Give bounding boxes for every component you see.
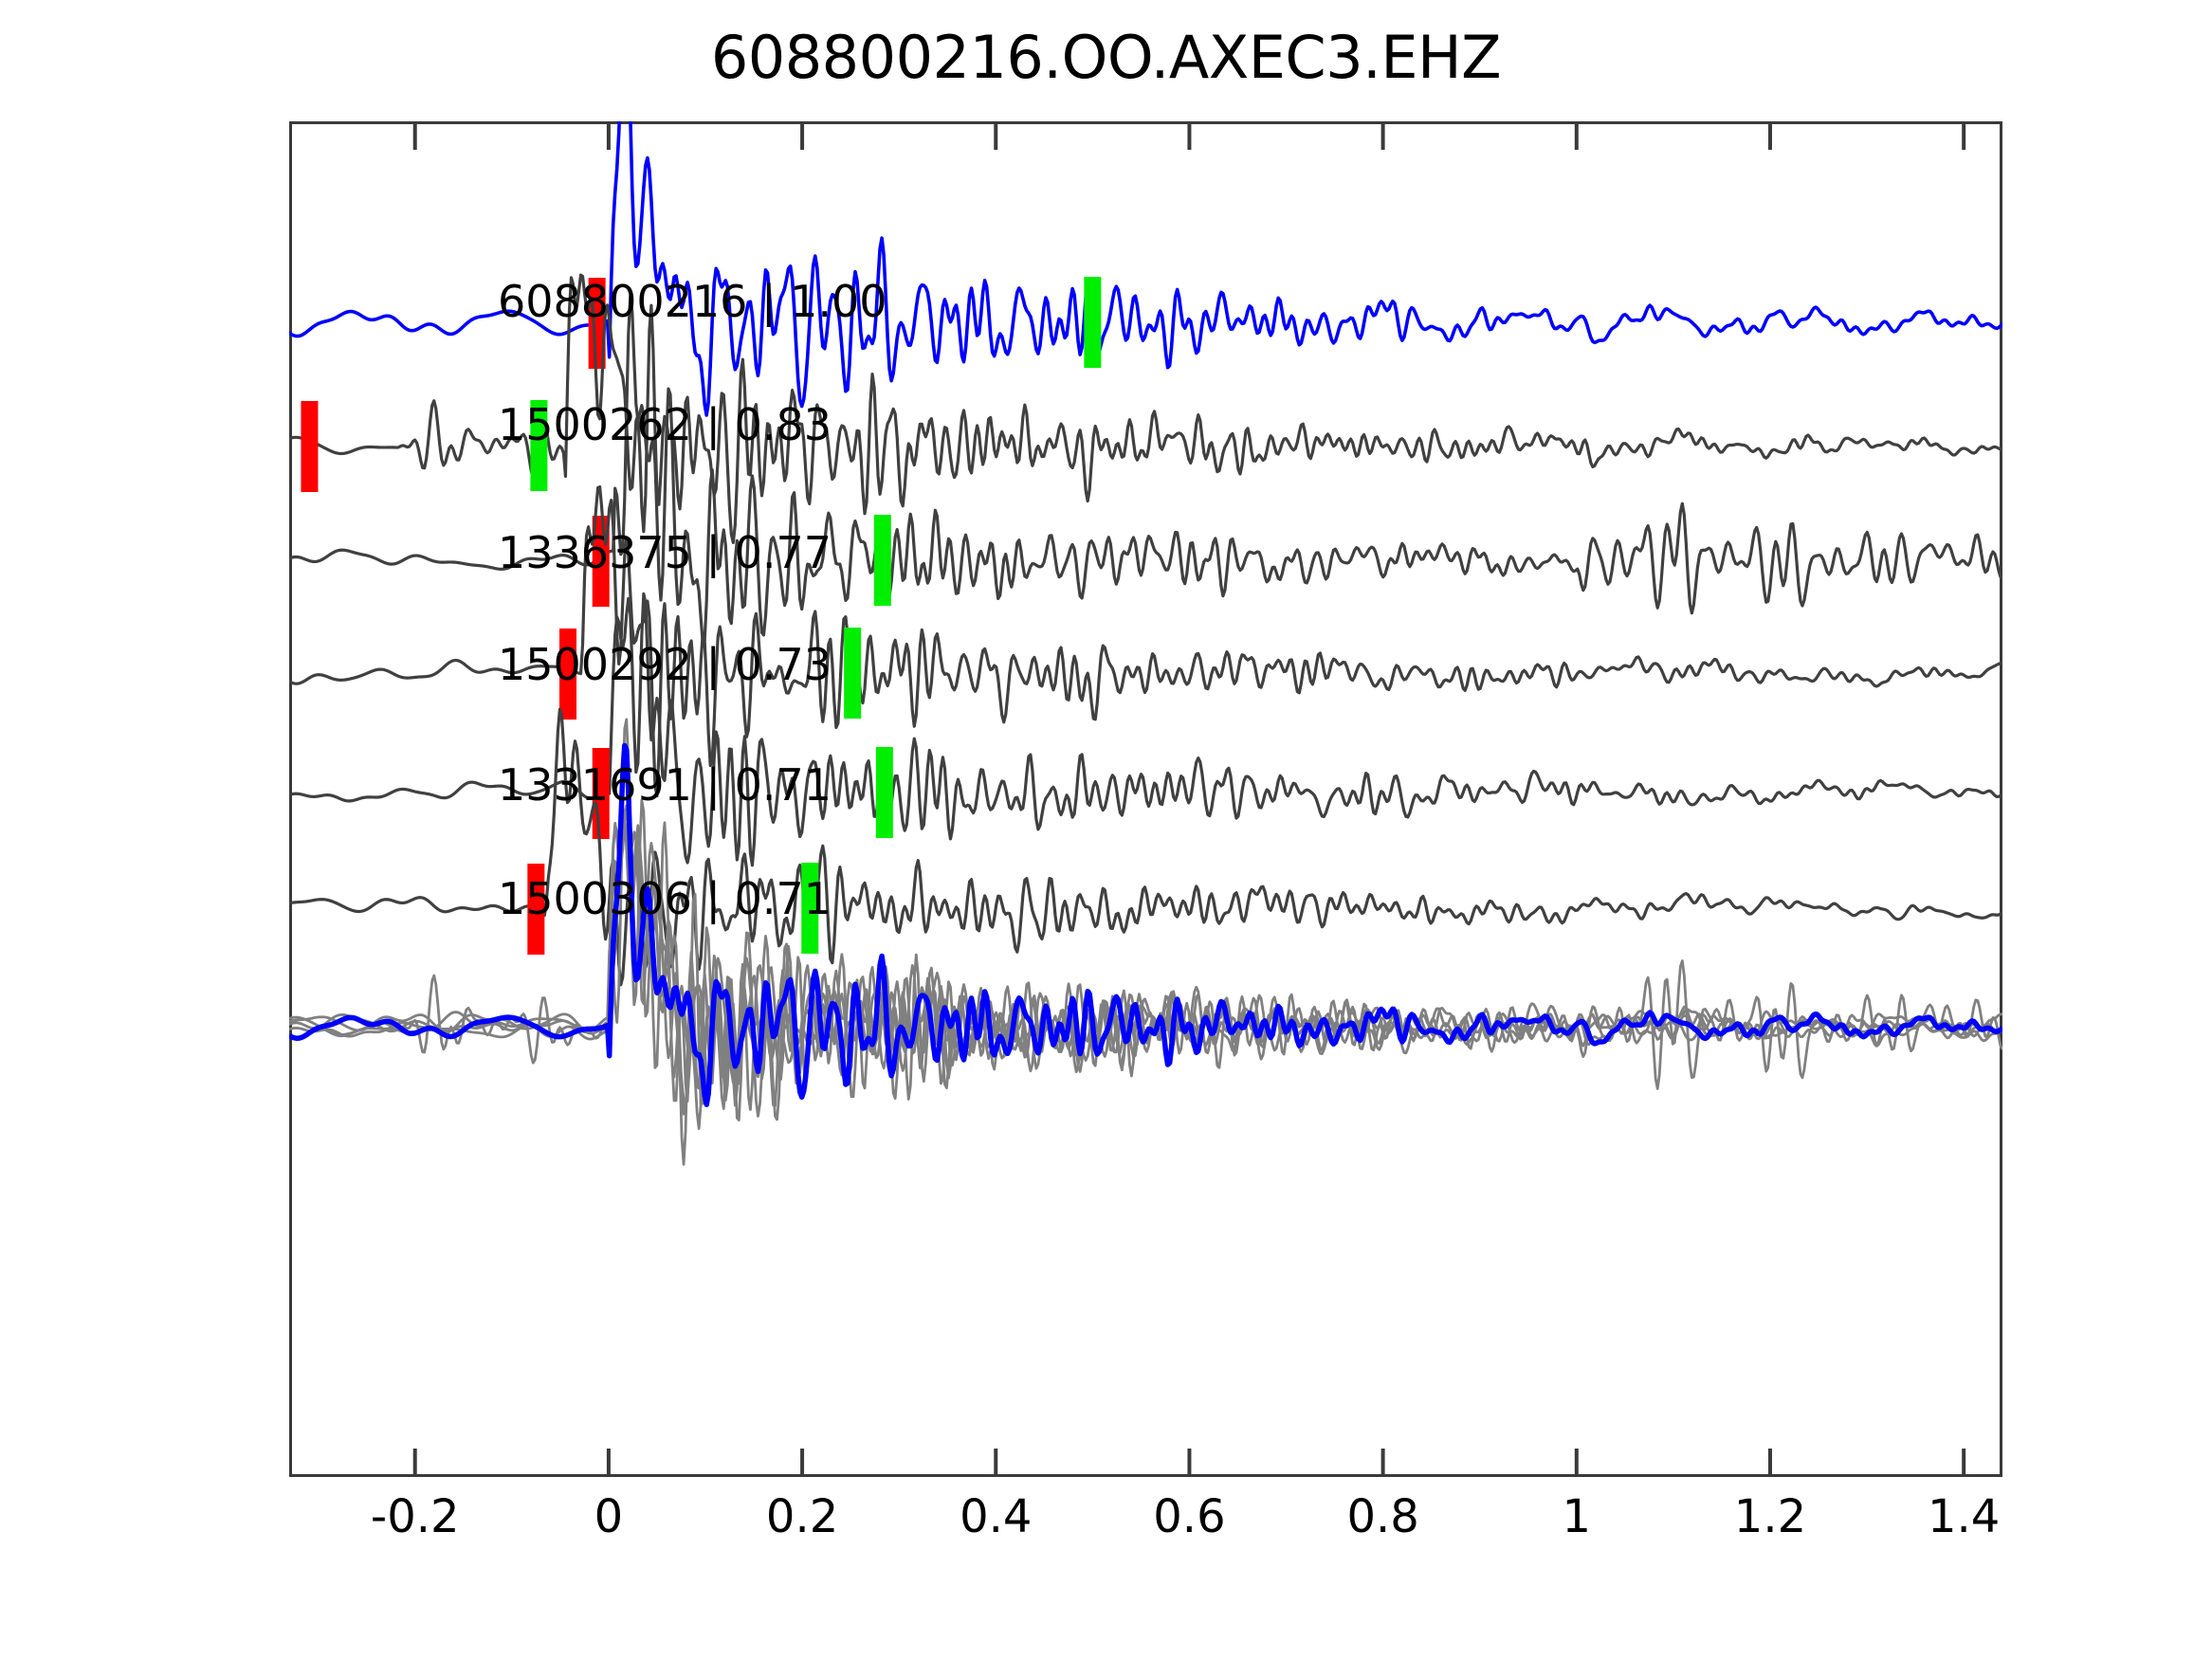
waveform-line [289, 592, 2002, 867]
x-tick-label: 1 [1562, 1490, 1592, 1543]
x-tick-label: 0.6 [1153, 1490, 1226, 1543]
plot-frame [289, 121, 2002, 1477]
x-axis-tick-labels: -0.2 0 0.2 0.4 0.6 0.8 1 1.2 1.4 [289, 1490, 2002, 1557]
pick-marker-red [301, 401, 319, 492]
stack-reference-trace [289, 742, 2002, 1107]
x-tick-label: 0 [594, 1490, 624, 1543]
aligned-stack-panel [289, 718, 2002, 1166]
x-tick-label: 1.2 [1733, 1490, 1807, 1543]
plot-area: 608800216 | 1.00 1500262 | 0.83 1336375 | … [289, 121, 2002, 1477]
x-tick-label: 0.4 [960, 1490, 1033, 1543]
trace-1500262 [289, 273, 2002, 545]
pick-marker-green [875, 747, 893, 838]
stack-member-1500306 [289, 805, 2002, 1116]
pick-marker-red [559, 629, 577, 720]
stack-member-1336375 [289, 718, 2002, 1131]
pick-marker-green [530, 400, 548, 491]
x-tick-label: 0.8 [1346, 1490, 1419, 1543]
waveform-line [289, 485, 2002, 798]
stack-member-1500292 [289, 808, 2002, 1166]
x-tick-label: -0.2 [370, 1490, 460, 1543]
stack-member-1331691 [289, 798, 2002, 1111]
trace-1336375 [289, 294, 2002, 644]
pick-marker-red [592, 748, 610, 839]
pick-marker-red [527, 864, 545, 955]
trace-1500306 [289, 707, 2002, 987]
trace-1500292 [289, 485, 2002, 798]
trace-608800216 [289, 121, 2002, 417]
pick-marker-green [844, 628, 862, 719]
waveform-canvas [289, 121, 2002, 1477]
waveform-line [289, 294, 2002, 644]
waveform-line [289, 707, 2002, 987]
stack-member-1500262 [289, 821, 2002, 1121]
page-title: 608800216.OO.AXEC3.EHZ [710, 23, 1502, 92]
trace-1331691 [289, 592, 2002, 867]
x-tick-label: 0.2 [765, 1490, 839, 1543]
pick-marker-green [873, 515, 891, 606]
waveform-line [289, 121, 2002, 417]
waveform-line [289, 273, 2002, 545]
pick-marker-green [1084, 277, 1102, 368]
pick-marker-green [801, 863, 819, 954]
x-tick-label: 1.4 [1927, 1490, 2001, 1543]
